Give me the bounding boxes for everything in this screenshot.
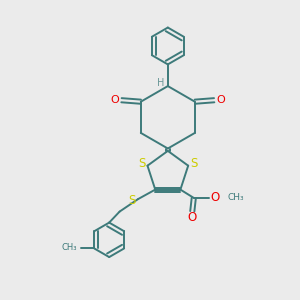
Text: CH₃: CH₃ <box>62 243 77 252</box>
Text: O: O <box>111 95 119 105</box>
Text: H: H <box>157 78 164 88</box>
Text: S: S <box>138 157 145 170</box>
Text: S: S <box>190 157 198 170</box>
Text: CH₃: CH₃ <box>227 194 244 202</box>
Text: S: S <box>128 194 136 207</box>
Text: O: O <box>216 95 225 105</box>
Text: O: O <box>210 191 219 204</box>
Text: O: O <box>188 211 197 224</box>
